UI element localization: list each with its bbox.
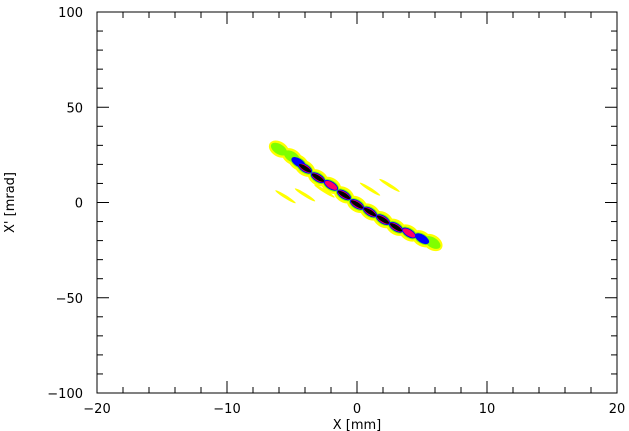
band-core-peak xyxy=(363,207,377,217)
y-tick-label: 100 xyxy=(58,6,83,21)
halo-point xyxy=(275,190,296,204)
band-core-blue xyxy=(414,233,430,245)
x-tick-label: 10 xyxy=(479,402,496,417)
y-tick-label: 0 xyxy=(75,197,83,212)
x-tick-label: 20 xyxy=(609,402,626,417)
y-axis-label: X' [mrad] xyxy=(3,172,18,233)
band-core-peak xyxy=(298,164,312,173)
density-layer xyxy=(268,140,443,252)
band-fringe xyxy=(270,142,288,156)
band-fringe xyxy=(424,236,441,249)
band-core-peak xyxy=(376,215,390,224)
band-core-peak xyxy=(350,200,364,209)
band-core-peak xyxy=(311,173,325,182)
x-tick-label: −20 xyxy=(83,402,110,417)
halo-point xyxy=(294,188,316,202)
band-core-red xyxy=(402,228,416,238)
axis-ticks xyxy=(96,11,618,394)
band-core-red xyxy=(324,180,338,190)
y-tick-label: −100 xyxy=(47,387,83,402)
halo-point xyxy=(359,182,381,196)
band-core-peak xyxy=(337,190,351,200)
halo-point xyxy=(314,184,335,198)
band-core-peak xyxy=(389,223,403,232)
y-tick-label: 50 xyxy=(66,101,83,116)
y-tick-label: −50 xyxy=(56,292,83,307)
x-axis-label: X [mm] xyxy=(333,418,382,431)
x-tick-label: 0 xyxy=(353,402,361,417)
halo-point xyxy=(379,178,400,192)
x-tick-label: −10 xyxy=(213,402,240,417)
